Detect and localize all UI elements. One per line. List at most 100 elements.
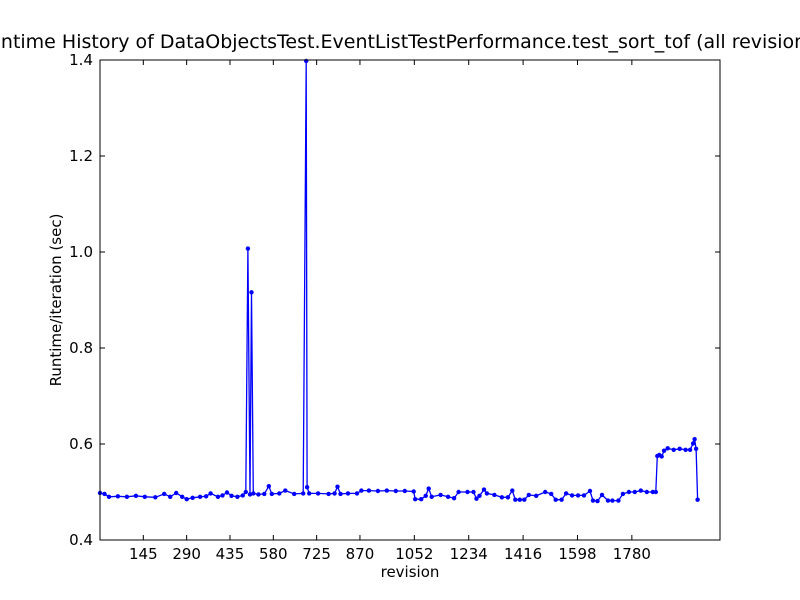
data-point: [575, 493, 581, 498]
data-point: [301, 491, 306, 496]
data-point: [307, 491, 312, 496]
data-point: [517, 497, 522, 502]
y-tick-label: 1.0: [69, 243, 93, 261]
data-point: [687, 447, 693, 452]
data-point: [549, 491, 554, 497]
data-point: [180, 494, 185, 499]
data-point: [345, 491, 351, 496]
data-point: [659, 454, 664, 459]
data-point: [665, 446, 670, 451]
data-point: [423, 493, 428, 498]
x-tick-label: 1416: [504, 545, 542, 563]
data-point: [174, 490, 179, 496]
plot-background: [100, 60, 720, 540]
series-layer: [97, 58, 700, 504]
data-point: [220, 493, 225, 498]
data-point: [384, 488, 389, 493]
plot-frame: [99, 59, 721, 541]
x-tick-label: 1598: [558, 545, 596, 563]
data-point: [484, 491, 490, 496]
data-point: [445, 494, 451, 499]
data-point: [224, 490, 230, 495]
data-point: [471, 489, 476, 495]
data-point: [595, 498, 600, 504]
x-tick-label: 1234: [450, 545, 488, 563]
data-point: [402, 488, 407, 494]
data-point: [106, 494, 112, 499]
data-point: [426, 486, 431, 491]
data-point: [249, 290, 254, 295]
data-point: [413, 497, 418, 502]
data-point: [638, 488, 643, 493]
data-point: [269, 491, 274, 497]
data-point: [581, 493, 587, 498]
data-point: [335, 484, 340, 489]
data-point: [419, 497, 424, 502]
data-point: [245, 246, 251, 251]
data-point: [620, 491, 626, 497]
data-point: [292, 491, 297, 497]
data-point: [215, 494, 221, 499]
data-point: [411, 489, 416, 494]
data-point: [632, 489, 637, 495]
y-tick-label: 1.2: [69, 147, 93, 165]
data-point: [569, 493, 575, 498]
data-point: [366, 488, 372, 493]
data-point: [208, 491, 213, 496]
y-tick-label: 0.4: [69, 531, 93, 549]
x-axis-label: revision: [381, 563, 440, 581]
data-point: [456, 489, 461, 495]
data-point: [375, 488, 381, 494]
y-tick-label: 0.8: [69, 339, 93, 357]
data-point: [266, 484, 271, 489]
data-point: [153, 495, 158, 500]
data-point: [590, 498, 596, 503]
data-point: [184, 497, 189, 502]
data-point: [283, 488, 288, 493]
x-tick-label: 870: [346, 545, 375, 563]
data-point: [522, 497, 527, 502]
x-tick-label: 1780: [613, 545, 651, 563]
data-point: [616, 498, 621, 503]
data-point: [240, 493, 245, 498]
data-point: [438, 492, 443, 498]
data-point: [661, 448, 667, 453]
data-point: [683, 447, 688, 452]
x-tick-label: 435: [216, 545, 245, 563]
data-point: [124, 494, 130, 499]
data-point: [587, 488, 593, 494]
y-tick-label: 1.4: [69, 51, 93, 69]
data-point: [304, 485, 310, 490]
data-point: [256, 492, 261, 497]
data-point: [168, 494, 173, 499]
data-point: [553, 497, 558, 502]
data-point: [190, 495, 195, 500]
data-point: [599, 492, 605, 498]
x-tick-label: 145: [129, 545, 158, 563]
data-point: [526, 492, 531, 498]
data-point: [197, 494, 203, 499]
data-point: [326, 491, 331, 497]
data-point: [481, 487, 487, 492]
data-point: [277, 491, 282, 496]
y-tick-label: 0.6: [69, 435, 93, 453]
data-point: [429, 494, 434, 499]
data-point: [559, 497, 564, 502]
data-point: [229, 493, 234, 498]
data-point: [315, 491, 321, 496]
data-point: [505, 495, 511, 500]
data-point: [332, 491, 337, 496]
data-point: [354, 491, 360, 496]
data-point: [235, 494, 240, 499]
data-point: [690, 441, 696, 446]
x-tick-label: 1052: [395, 545, 433, 563]
data-point: [499, 495, 505, 500]
data-point: [262, 491, 267, 497]
data-point: [115, 494, 121, 499]
data-point: [671, 447, 676, 452]
data-point: [247, 492, 253, 497]
data-point: [477, 493, 482, 498]
data-point: [610, 498, 615, 503]
data-point: [653, 489, 658, 495]
